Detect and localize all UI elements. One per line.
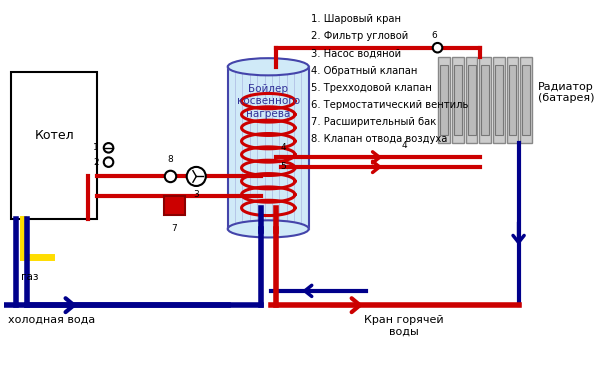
Text: 4: 4 <box>281 143 286 152</box>
Bar <box>522 65 530 135</box>
Bar <box>520 57 532 143</box>
Bar <box>466 57 478 143</box>
Text: 8: 8 <box>167 155 173 164</box>
Text: 1. Шаровый кран: 1. Шаровый кран <box>311 14 401 24</box>
Bar <box>454 65 462 135</box>
Bar <box>228 67 309 229</box>
Text: газ: газ <box>21 272 38 282</box>
Bar <box>164 196 185 214</box>
Bar <box>228 67 309 229</box>
Bar <box>11 72 97 219</box>
Bar <box>495 65 503 135</box>
Text: 4: 4 <box>401 141 407 150</box>
Text: 4. Обратный клапан: 4. Обратный клапан <box>311 66 417 76</box>
Text: 8. Клапан отвода воздуха: 8. Клапан отвода воздуха <box>311 134 447 144</box>
Bar <box>509 65 517 135</box>
Text: 5. Трехходовой клапан: 5. Трехходовой клапан <box>311 83 431 93</box>
Text: Котел: Котел <box>34 129 74 142</box>
Ellipse shape <box>228 58 309 75</box>
Circle shape <box>187 167 206 186</box>
Text: Бойлер
косвенного
нагрева: Бойлер косвенного нагрева <box>236 84 300 119</box>
Text: 3. Насос водяной: 3. Насос водяной <box>311 49 401 59</box>
Bar <box>481 65 489 135</box>
Text: холодная вода: холодная вода <box>8 315 95 325</box>
Bar <box>479 57 491 143</box>
Bar <box>439 57 450 143</box>
Text: 6: 6 <box>432 31 437 40</box>
Bar <box>440 65 448 135</box>
Bar <box>493 57 505 143</box>
Text: 2: 2 <box>94 158 99 167</box>
Circle shape <box>104 157 113 167</box>
Bar <box>467 65 476 135</box>
Circle shape <box>433 43 442 52</box>
Text: 7: 7 <box>172 224 177 233</box>
Text: Радиатор
(батарея): Радиатор (батарея) <box>538 82 594 103</box>
Text: 5: 5 <box>281 162 286 171</box>
Text: 3: 3 <box>193 190 199 199</box>
Ellipse shape <box>228 220 309 237</box>
Text: 6. Термостатический вентиль: 6. Термостатический вентиль <box>311 100 468 110</box>
Bar <box>506 57 518 143</box>
Circle shape <box>104 143 113 152</box>
Text: 2. Фильтр угловой: 2. Фильтр угловой <box>311 32 408 42</box>
Bar <box>452 57 464 143</box>
Circle shape <box>165 171 176 182</box>
Text: 7. Расширительный бак: 7. Расширительный бак <box>311 117 436 127</box>
Text: 1: 1 <box>93 143 99 152</box>
Text: Кран горячей
воды: Кран горячей воды <box>364 315 444 336</box>
